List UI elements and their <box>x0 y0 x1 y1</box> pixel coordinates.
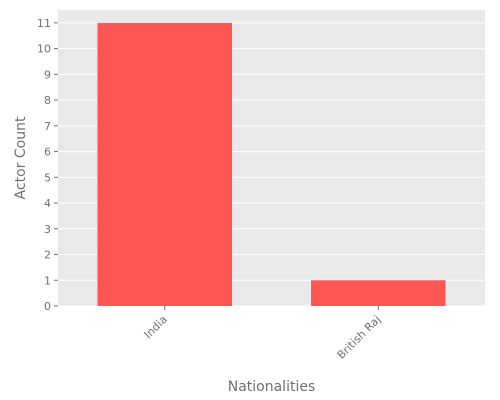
y-tick-label: 1 <box>44 274 51 287</box>
x-tick-label: India <box>142 313 170 341</box>
y-tick-label: 9 <box>44 68 51 81</box>
x-axis-ticks: India British Raj <box>142 306 384 362</box>
bar-india <box>97 22 233 306</box>
y-tick-label: 6 <box>44 146 51 159</box>
bars <box>97 22 446 306</box>
y-axis-label: Actor Count <box>13 116 29 199</box>
y-tick-label: 0 <box>44 300 51 313</box>
y-tick-label: 5 <box>44 171 51 184</box>
bar-british-raj <box>310 280 446 306</box>
y-tick-label: 11 <box>37 17 51 30</box>
y-tick-label: 7 <box>44 120 51 133</box>
y-tick-label: 10 <box>37 43 51 56</box>
x-tick-label: British Raj <box>335 313 384 362</box>
y-tick-label: 3 <box>44 223 51 236</box>
y-tick-label: 4 <box>44 197 51 210</box>
y-tick-label: 2 <box>44 249 51 262</box>
x-axis-label: Nationalities <box>228 379 316 395</box>
y-axis-ticks: 0 1 2 3 4 5 6 7 8 9 10 11 <box>37 17 58 313</box>
y-tick-label: 8 <box>44 94 51 107</box>
